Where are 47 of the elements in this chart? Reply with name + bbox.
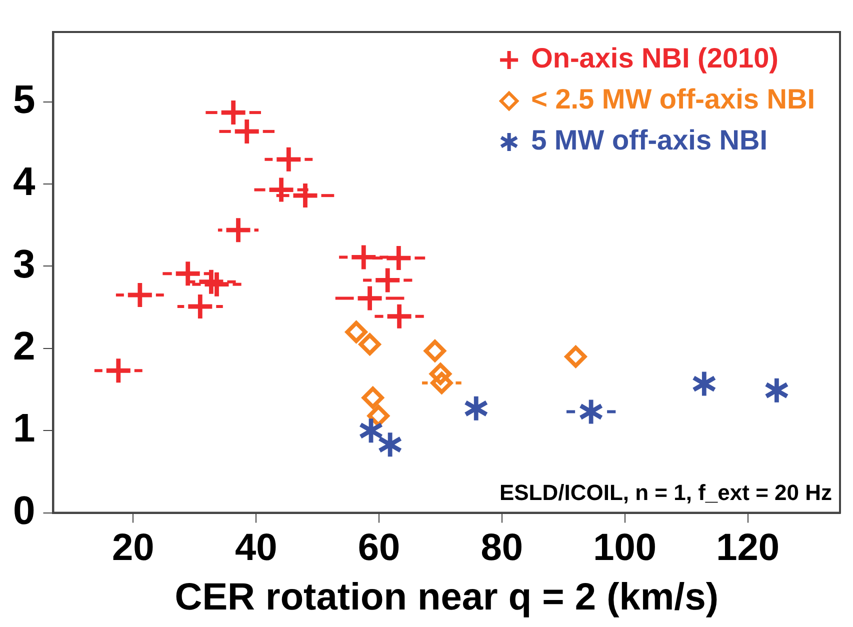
point [358, 286, 382, 310]
x-tick-label: 100 [593, 527, 657, 570]
point [276, 147, 301, 172]
x-tick-label: 120 [716, 527, 780, 570]
legend-label: 5 MW off-axis NBI [531, 124, 768, 156]
point [464, 396, 488, 420]
y-tick-label: 3 [12, 242, 36, 286]
legend-label: On-axis NBI (2010) [531, 42, 778, 74]
point [692, 372, 716, 396]
point [580, 400, 603, 424]
point [176, 262, 200, 286]
x-axis-title: CER rotation near q = 2 (km/s) [174, 576, 718, 619]
point [564, 346, 587, 368]
point [430, 372, 453, 394]
point [128, 283, 152, 307]
point [293, 184, 318, 208]
point [387, 304, 412, 328]
point [345, 320, 368, 343]
y-tick-label: 2 [12, 324, 36, 368]
point [765, 378, 788, 402]
x-tick-label: 80 [480, 527, 524, 570]
point [204, 272, 229, 296]
legend-label: < 2.5 MW off-axis NBI [531, 84, 815, 115]
point [429, 362, 452, 385]
point [106, 358, 130, 383]
y-tick-label: 4 [12, 160, 36, 204]
point [386, 246, 411, 270]
point [360, 418, 383, 443]
point [424, 340, 446, 362]
point [362, 386, 384, 409]
point [269, 178, 294, 202]
point [226, 218, 250, 242]
point [352, 245, 376, 270]
y-tick-label: 5 [12, 78, 36, 122]
y-tick-label: 0 [12, 488, 36, 533]
annotation: ESLD/ICOIL, n = 1, f_ext = 20 Hz [499, 480, 832, 505]
point [234, 119, 259, 144]
x-tick-label: 60 [358, 527, 400, 570]
point [378, 432, 402, 457]
point [188, 294, 212, 319]
point [358, 333, 381, 356]
x-tick-label: 20 [112, 527, 154, 570]
point [367, 404, 390, 427]
x-tick-label: 40 [234, 527, 278, 570]
y-tick-label: 1 [12, 406, 36, 451]
point [221, 100, 246, 125]
point [376, 268, 400, 292]
